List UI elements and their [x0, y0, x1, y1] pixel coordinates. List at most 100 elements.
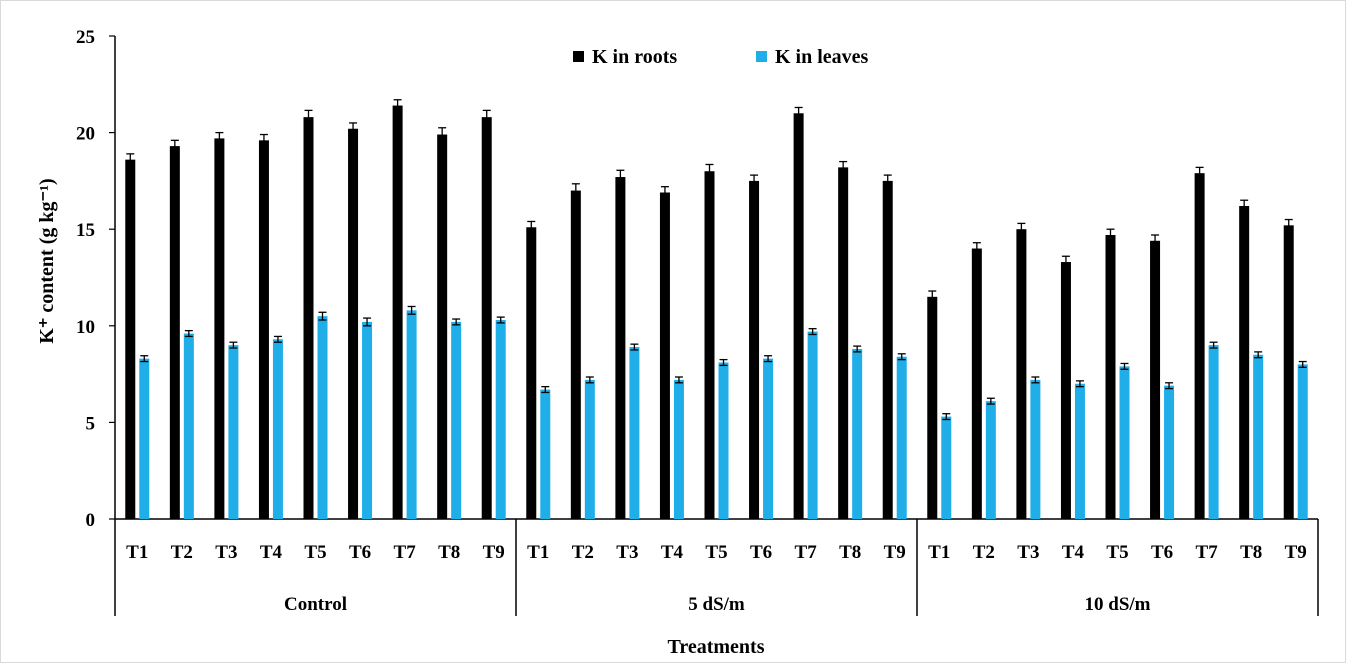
y-tick-label: 10: [76, 317, 95, 338]
bar-roots: [125, 159, 136, 519]
bar-roots: [927, 296, 938, 519]
bar-leaves: [584, 379, 595, 519]
bar-roots: [1060, 262, 1071, 519]
bar-roots: [1016, 229, 1027, 519]
group-label: Control: [284, 594, 347, 615]
bar-roots: [526, 227, 537, 519]
group-label: 10 dS/m: [1085, 594, 1151, 615]
category-label: T5: [1106, 542, 1128, 563]
bar-leaves: [763, 358, 774, 519]
category-label: T6: [349, 542, 371, 563]
category-labels: T1 T2 T3 T4 T5 T6 T7 T8 T9 T1 T2 T3 T4 T5 T6 T7 T8 T9 T1 T2…: [126, 542, 1307, 563]
legend-swatch-leaves: [756, 51, 767, 62]
bar-roots: [392, 105, 403, 519]
category-label: T2: [171, 542, 193, 563]
category-label: T9: [1285, 542, 1307, 563]
bar-leaves: [629, 347, 640, 519]
category-label: T5: [705, 542, 727, 563]
bar-roots: [214, 138, 225, 519]
bar-leaves: [1074, 383, 1085, 519]
bar-leaves: [941, 416, 952, 519]
category-label: T8: [1240, 542, 1262, 563]
bar-leaves: [1119, 366, 1130, 519]
bar-leaves: [1030, 379, 1041, 519]
category-label: T6: [750, 542, 772, 563]
bars-layer: [125, 99, 1308, 520]
category-label: T2: [973, 542, 995, 563]
legend-label-roots: K in roots: [592, 46, 677, 68]
bar-leaves: [317, 316, 328, 519]
bar-roots: [1105, 234, 1116, 519]
bar-roots: [615, 177, 626, 519]
bar-leaves: [451, 321, 462, 519]
bar-roots: [749, 180, 760, 519]
bar-roots: [659, 192, 670, 519]
group-labels: Control 5 dS/m 10 dS/m: [284, 519, 1319, 616]
bar-roots: [258, 140, 269, 519]
bar-leaves: [985, 401, 996, 519]
bar-roots: [481, 117, 492, 520]
category-label: T1: [928, 542, 950, 563]
category-label: T8: [438, 542, 460, 563]
bar-roots: [882, 180, 893, 519]
bar-roots: [1194, 173, 1205, 519]
bar-leaves: [228, 345, 239, 519]
category-label: T5: [304, 542, 326, 563]
bar-roots: [348, 128, 359, 519]
bar-leaves: [896, 356, 907, 519]
category-label: T7: [795, 542, 818, 563]
bar-leaves: [673, 379, 684, 519]
category-label: T1: [527, 542, 549, 563]
bar-leaves: [807, 331, 818, 519]
category-label: T3: [215, 542, 237, 563]
y-tick-label: 25: [76, 27, 95, 48]
category-label: T7: [1196, 542, 1219, 563]
legend-label-leaves: K in leaves: [775, 46, 869, 68]
group-label: 5 dS/m: [688, 594, 745, 615]
bar-roots: [437, 134, 448, 520]
bar-leaves: [272, 339, 283, 519]
bar-roots: [704, 171, 715, 520]
legend: K in roots K in leaves: [573, 46, 869, 68]
bar-roots: [303, 117, 314, 520]
bar-leaves: [852, 348, 863, 519]
category-label: T4: [260, 542, 283, 563]
bar-roots: [793, 113, 804, 519]
y-tick-label: 15: [76, 220, 95, 241]
bar-leaves: [1208, 345, 1219, 519]
category-label: T7: [394, 542, 417, 563]
category-label: T4: [1062, 542, 1085, 563]
bar-leaves: [139, 358, 150, 519]
y-axis-ticks: 0 5 10 15 20 25: [76, 27, 115, 531]
y-tick-label: 0: [86, 510, 96, 531]
bar-leaves: [362, 321, 373, 519]
bar-leaves: [1297, 364, 1308, 519]
category-label: T1: [126, 542, 148, 563]
bar-leaves: [718, 362, 729, 519]
bar-roots: [971, 248, 982, 519]
y-tick-label: 20: [76, 124, 95, 145]
category-label: T3: [1017, 542, 1039, 563]
y-axis-title: K⁺ content (g kg⁻¹): [36, 178, 58, 343]
y-tick-label: 5: [86, 413, 96, 434]
x-axis-title: Treatments: [667, 636, 764, 658]
category-label: T9: [884, 542, 906, 563]
bar-roots: [169, 146, 180, 519]
bar-roots: [1150, 240, 1161, 520]
bar-leaves: [183, 333, 194, 519]
category-label: T4: [661, 542, 684, 563]
category-label: T3: [616, 542, 638, 563]
bar-roots: [1283, 225, 1294, 519]
bar-leaves: [540, 389, 551, 519]
bar-leaves: [1253, 354, 1264, 519]
bar-roots: [1239, 206, 1250, 520]
bar-leaves: [1164, 385, 1175, 519]
category-label: T8: [839, 542, 861, 563]
category-label: T2: [572, 542, 594, 563]
bar-leaves: [406, 310, 417, 519]
bar-roots: [570, 190, 581, 519]
legend-swatch-roots: [573, 51, 584, 62]
category-label: T9: [483, 542, 505, 563]
